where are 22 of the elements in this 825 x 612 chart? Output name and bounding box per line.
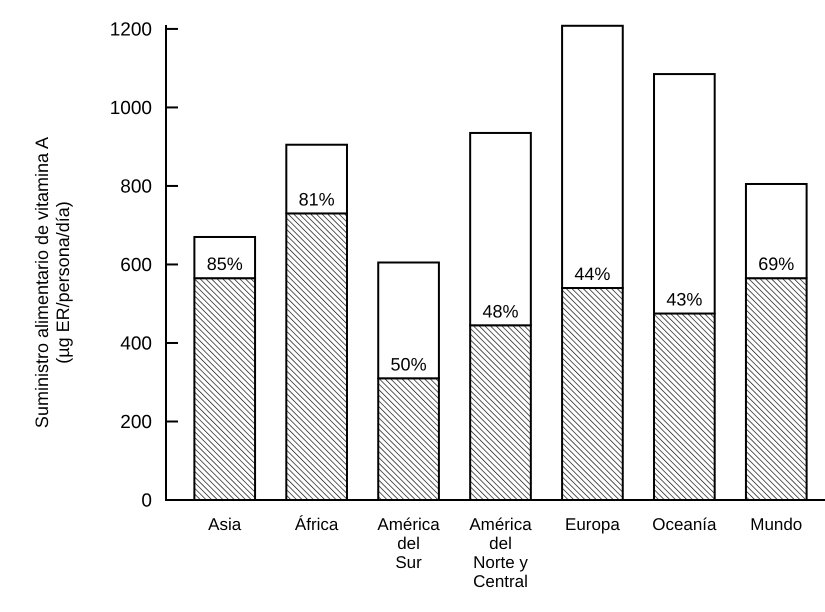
x-tick-label: Asia <box>208 515 242 534</box>
annotation: 44% <box>574 264 610 284</box>
y-tick-label: 0 <box>141 490 152 512</box>
y-tick-label: 200 <box>120 412 152 434</box>
x-tick-label: América del Norte y Central <box>469 515 532 591</box>
y-axis-title: Suministro alimentario de vitamina A (µg ER/persona/día) <box>32 136 73 428</box>
y-tick-label: 1200 <box>110 20 152 41</box>
x-tick-label: América del Sur <box>377 515 440 572</box>
y-tick-label: 800 <box>120 176 152 198</box>
y-tick-label: 600 <box>120 255 152 276</box>
x-tick-label: África <box>294 515 339 534</box>
annotation: 48% <box>482 301 519 322</box>
annotation: 50% <box>390 354 427 374</box>
y-tick-label: 400 <box>120 334 152 355</box>
x-tick-label: Mundo <box>750 515 802 534</box>
x-tick-label: Europa <box>565 515 620 534</box>
annotation: 43% <box>666 290 702 310</box>
annotation: 69% <box>758 254 794 274</box>
annotation: 81% <box>298 189 335 210</box>
x-tick-label: Oceanía <box>652 515 718 534</box>
annotation: 85% <box>206 254 243 274</box>
y-tick-label: 1000 <box>110 98 152 120</box>
